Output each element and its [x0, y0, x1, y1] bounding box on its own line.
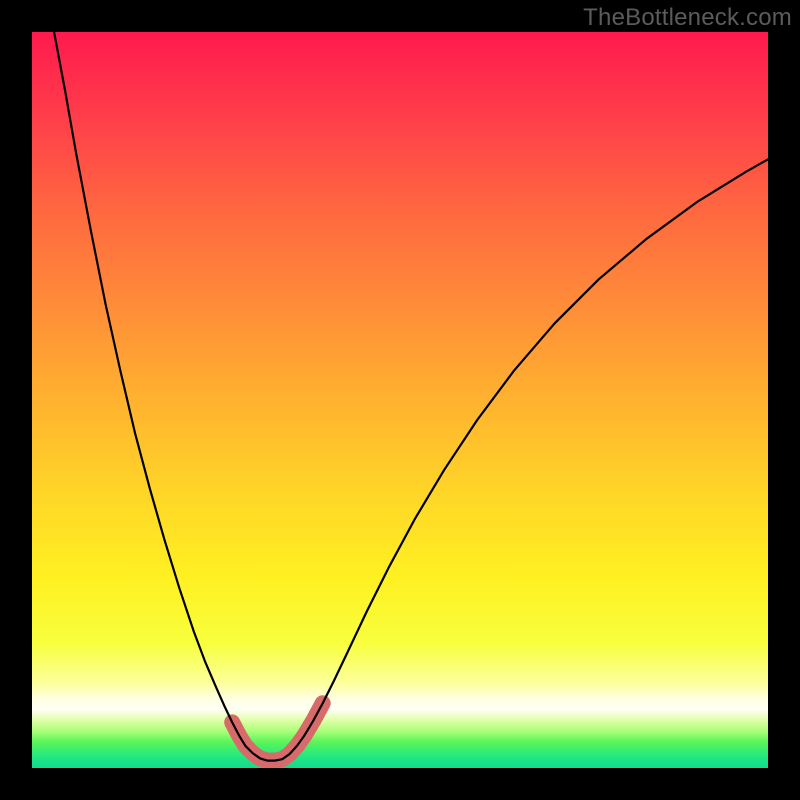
bottleneck-chart	[0, 0, 800, 800]
plot-background	[32, 32, 768, 768]
watermark-text: TheBottleneck.com	[583, 4, 792, 32]
